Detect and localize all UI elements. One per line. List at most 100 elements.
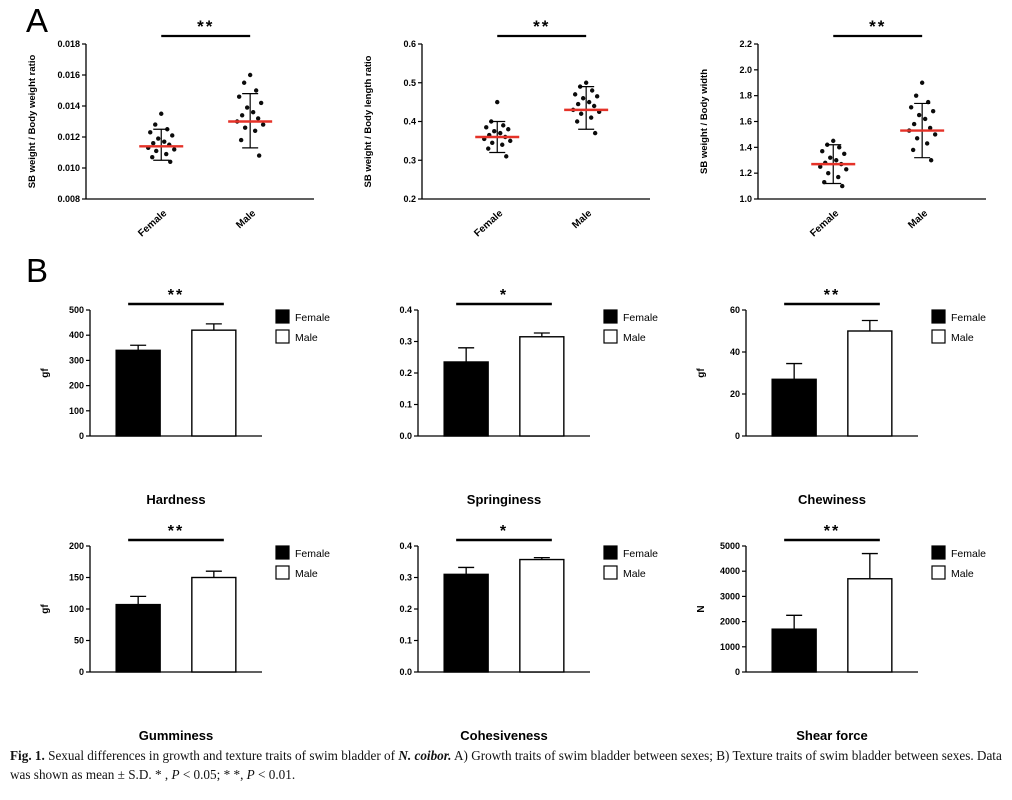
data-point (508, 138, 513, 144)
x-category-label: Female (136, 208, 169, 240)
data-point (836, 174, 841, 180)
panel-b-charts-row-2: 0 50 100 150 200 gf ** Female Male Gumminess 0.0… (30, 520, 1006, 743)
data-point (834, 158, 839, 163)
significance-stars: ** (533, 17, 550, 36)
legend-swatch-female (931, 545, 946, 560)
legend-swatch-female (275, 545, 290, 560)
data-point (828, 155, 833, 160)
caption-segment: < 0.01. (254, 767, 296, 783)
data-point (253, 88, 259, 93)
caption-segment: P (246, 767, 255, 783)
legend-label-female: Female (623, 312, 658, 324)
bar-female (115, 603, 161, 673)
y-tick-label: 100 (69, 604, 84, 614)
data-point (244, 105, 250, 110)
chart-title-cohesiveness: Cohesiveness (460, 728, 548, 743)
y-tick-label: 60 (730, 305, 740, 315)
data-point (164, 151, 169, 157)
legend-label-male: Male (951, 568, 974, 580)
chart-title-gumminess: Gumminess (138, 728, 214, 743)
legend-label-male: Male (623, 332, 646, 344)
data-point (594, 94, 600, 99)
data-point (591, 103, 597, 109)
y-tick-label: 500 (69, 305, 84, 315)
significance-stars: ** (197, 17, 214, 36)
data-point (156, 136, 161, 141)
scatter-sb-weight-body-weight-ratio: 0.008 0.010 0.012 0.014 0.016 0.018 SB weight … (22, 14, 332, 249)
data-point (495, 99, 500, 105)
y-tick-label: 0.010 (57, 163, 80, 173)
data-point (580, 96, 586, 101)
data-point (150, 154, 155, 160)
data-point (501, 123, 506, 128)
y-axis-label: gf (40, 368, 51, 378)
y-tick-label: 0.014 (57, 101, 80, 111)
y-tick-label: 0.0 (399, 667, 412, 677)
y-tick-label: 0.1 (399, 636, 412, 646)
data-point (255, 116, 261, 121)
y-tick-label: 0.4 (399, 305, 412, 315)
data-point (148, 130, 153, 135)
data-point (486, 146, 491, 151)
data-point (490, 140, 495, 146)
y-tick-label: 0.2 (403, 194, 416, 204)
bar-male (191, 329, 237, 437)
figure-caption: Fig. 1. Sexual differences in growth and… (10, 746, 1002, 784)
data-point (153, 122, 158, 127)
chart-title-hardness: Hardness (146, 492, 206, 507)
legend-swatch-male (931, 565, 946, 580)
bar-female (115, 349, 161, 437)
data-point (586, 99, 592, 105)
data-point (498, 130, 503, 136)
data-point (837, 145, 842, 150)
legend-label-female: Female (951, 312, 986, 324)
data-point (922, 116, 928, 122)
data-point (913, 93, 919, 98)
y-tick-label: 400 (69, 330, 84, 340)
bar-female (771, 628, 817, 673)
sb-weight-body-weight-ratio-plot: 0.008 0.010 0.012 0.014 0.016 0.018 SB weight … (27, 17, 314, 240)
scatter-sb-weight-body-length-ratio: 0.2 0.3 0.4 0.5 0.6 SB weight / Body length r… (358, 14, 668, 249)
caption-segment: P (171, 767, 180, 783)
bar-chart-block-cohesiveness: 0.0 0.1 0.2 0.3 0.4 * Female Male Cohesiveness (358, 520, 678, 743)
y-tick-label: 0.3 (403, 155, 416, 165)
y-tick-label: 20 (730, 389, 740, 399)
legend-label-male: Male (623, 568, 646, 580)
legend-label-male: Male (295, 568, 318, 580)
significance-stars: * (500, 287, 508, 304)
legend-label-male: Male (295, 332, 318, 344)
y-tick-label: 200 (69, 541, 84, 551)
legend-swatch-female (275, 309, 290, 324)
y-tick-label: 0.2 (399, 604, 412, 614)
data-point (238, 137, 244, 143)
x-category-label: Male (570, 208, 594, 231)
data-point (914, 136, 920, 141)
legend-label-female: Female (295, 312, 330, 324)
y-axis-label: SB weight / Body weight ratio (27, 55, 38, 189)
data-point (928, 158, 934, 163)
data-point (151, 141, 156, 146)
legend-swatch-male (275, 329, 290, 344)
data-point (588, 115, 594, 120)
bar-male (519, 336, 565, 437)
y-tick-label: 1.6 (739, 117, 752, 127)
caption-segment: N. coibor. (398, 748, 452, 763)
data-point (916, 112, 922, 118)
data-point (930, 108, 936, 114)
y-tick-label: 0.4 (403, 117, 416, 127)
y-tick-label: 0.6 (403, 39, 416, 49)
data-point (242, 125, 248, 130)
data-point (492, 128, 497, 134)
bar-female (771, 378, 817, 437)
caption-segment: Fig. 1. (10, 748, 45, 763)
y-tick-label: 0 (735, 431, 740, 441)
y-tick-label: 0.3 (399, 573, 412, 583)
y-tick-label: 0.018 (57, 39, 80, 49)
bar-chart-block-gumminess: 0 50 100 150 200 gf ** Female Male Gumminess (30, 520, 350, 743)
data-point (583, 80, 589, 85)
y-tick-label: 0.0 (399, 431, 412, 441)
y-tick-label: 1.8 (739, 91, 752, 101)
data-point (574, 119, 580, 124)
chart-title-springiness: Springiness (466, 492, 542, 507)
